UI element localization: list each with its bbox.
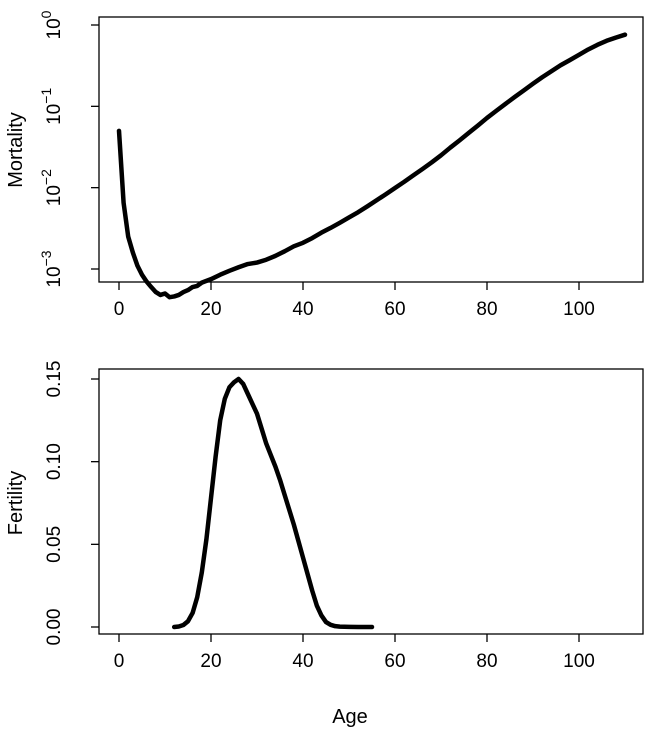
x-tick-label: 60 bbox=[384, 299, 405, 320]
x-tick-label: 40 bbox=[292, 299, 313, 320]
mortality-y-axis-title: Mortality bbox=[5, 112, 27, 188]
y-tick-label: 0.10 bbox=[44, 443, 65, 480]
y-tick-label-exponent: −3 bbox=[38, 250, 54, 266]
fertility-panel: 0 20 40 60 80 100 0.000.050.100.15 Fertility … bbox=[5, 361, 644, 728]
mortality-x-axis: 0 20 40 60 80 100 bbox=[114, 282, 595, 320]
x-tick-label: 80 bbox=[476, 299, 497, 320]
mortality-series-line bbox=[116, 32, 628, 300]
y-tick-label: 10−1 bbox=[38, 88, 65, 125]
y-tick-label-base: 10 bbox=[44, 185, 65, 206]
y-tick-label-base: 10 bbox=[44, 266, 65, 287]
y-tick-label-base: 10 bbox=[44, 104, 65, 125]
fertility-plot-frame bbox=[98, 368, 644, 635]
mortality-series bbox=[116, 32, 628, 300]
fertility-y-axis: 0.00 0.05 0.10 0.15 bbox=[44, 361, 99, 646]
y-tick-label-exponent: 0 bbox=[38, 10, 54, 18]
y-tick-label-exponent: −2 bbox=[38, 169, 54, 185]
x-tick-label: 20 bbox=[200, 299, 221, 320]
y-tick-label: 0.15 bbox=[44, 361, 65, 398]
fertility-y-axis-title: Fertility bbox=[5, 471, 27, 535]
x-tick-label: 0 bbox=[114, 299, 125, 320]
fertility-x-axis: 0 20 40 60 80 100 bbox=[114, 634, 595, 672]
y-tick-label: 0.00 bbox=[44, 609, 65, 646]
fertility-series-line bbox=[171, 376, 375, 630]
y-tick-label-exponent: −1 bbox=[38, 88, 54, 104]
x-tick-label: 20 bbox=[200, 651, 221, 672]
fertility-series bbox=[171, 376, 375, 630]
y-tick-label-base: 10 bbox=[44, 18, 65, 39]
fertility-x-axis-title: Age bbox=[332, 706, 368, 728]
y-tick-label: 0.05 bbox=[44, 526, 65, 563]
x-tick-label: 100 bbox=[563, 651, 595, 672]
x-tick-label: 0 bbox=[114, 651, 125, 672]
x-tick-label: 100 bbox=[563, 299, 595, 320]
x-tick-label: 40 bbox=[292, 651, 313, 672]
y-tick-label: 10−3 bbox=[38, 250, 65, 287]
mortality-plot-frame bbox=[98, 16, 644, 283]
y-tick-label: 10−2 bbox=[38, 169, 65, 206]
x-tick-label: 80 bbox=[476, 651, 497, 672]
x-tick-label: 60 bbox=[384, 651, 405, 672]
y-tick-label: 100 bbox=[38, 10, 65, 39]
